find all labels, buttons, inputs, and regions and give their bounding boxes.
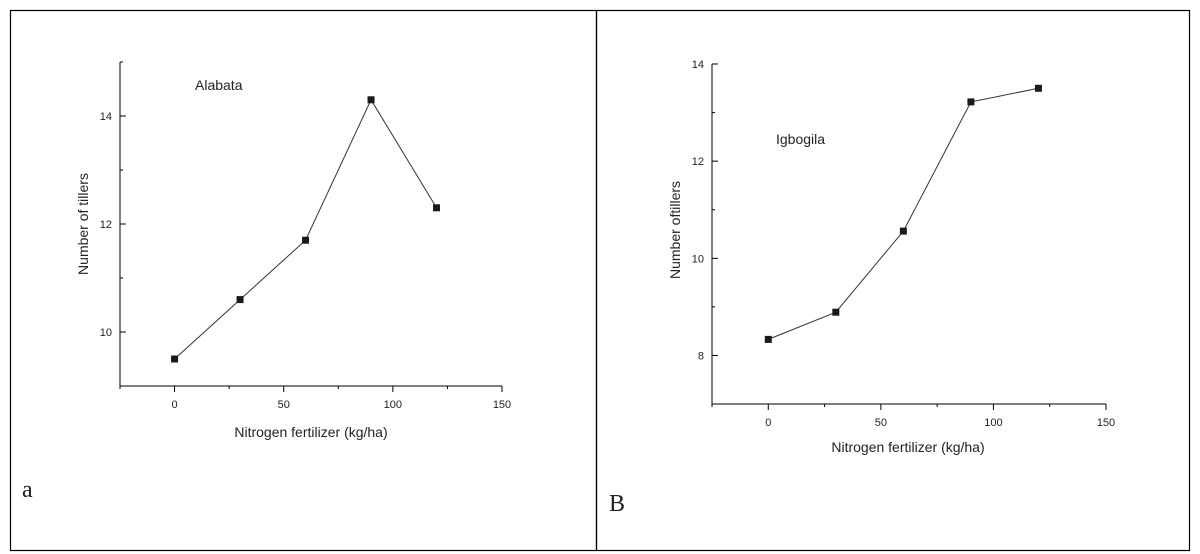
panel-border-left <box>9 9 598 552</box>
y-tick-label: 12 <box>100 219 112 231</box>
panel-annotation: Igbogila <box>776 131 825 147</box>
data-point <box>171 355 179 363</box>
y-tick-label: 14 <box>692 59 704 71</box>
data-point <box>236 296 244 304</box>
y-tick-label: 10 <box>692 253 704 265</box>
y-axis-label: Number of tillers <box>75 173 91 275</box>
x-tick-label: 100 <box>984 417 1002 429</box>
data-point <box>967 98 975 106</box>
x-axis-label: Nitrogen fertilizer (kg/ha) <box>234 424 387 440</box>
series-group <box>764 84 1042 343</box>
panel-annotation: Alabata <box>195 77 243 93</box>
series-line <box>768 87 1039 340</box>
panel-border-right <box>595 9 1191 552</box>
panel-label: a <box>22 477 33 503</box>
y-tick-label: 12 <box>692 156 704 168</box>
data-point <box>764 335 772 343</box>
y-axis-label: Number oftillers <box>667 181 683 279</box>
chart-alabata: 10 12 14 0 50 100 150 Nitrogen fertilizer (kg… <box>75 61 511 440</box>
x-axis-label: Nitrogen fertilizer (kg/ha) <box>831 439 984 455</box>
chart-igbogila: 8 10 12 14 0 50 100 150 Nitrogen fertilizer (k… <box>667 59 1115 455</box>
data-point <box>899 227 907 235</box>
x-tick-label: 50 <box>875 417 887 429</box>
y-tick-label: 8 <box>698 350 704 362</box>
chart-axes <box>711 64 1106 405</box>
data-point <box>832 308 840 316</box>
y-tick-label: 14 <box>100 111 112 123</box>
data-point <box>302 236 310 244</box>
data-point <box>1034 84 1042 92</box>
x-tick-label: 150 <box>493 399 511 411</box>
x-tick-label: 50 <box>278 399 290 411</box>
y-tick-label: 10 <box>100 327 112 339</box>
x-tick-label: 0 <box>172 399 178 411</box>
y-ticks: 10 12 14 <box>100 61 126 387</box>
x-tick-label: 0 <box>765 417 771 429</box>
x-tick-label: 150 <box>1097 417 1115 429</box>
x-ticks: 0 50 100 150 <box>711 404 1115 429</box>
series-line <box>174 98 437 360</box>
data-point <box>367 96 375 104</box>
x-tick-label: 100 <box>384 399 402 411</box>
series-group <box>171 96 441 363</box>
data-point <box>433 204 441 212</box>
x-ticks: 0 50 100 150 <box>119 386 511 411</box>
chart-axes <box>119 62 502 387</box>
panel-label: B <box>609 491 625 517</box>
y-ticks: 8 10 12 14 <box>692 59 718 405</box>
